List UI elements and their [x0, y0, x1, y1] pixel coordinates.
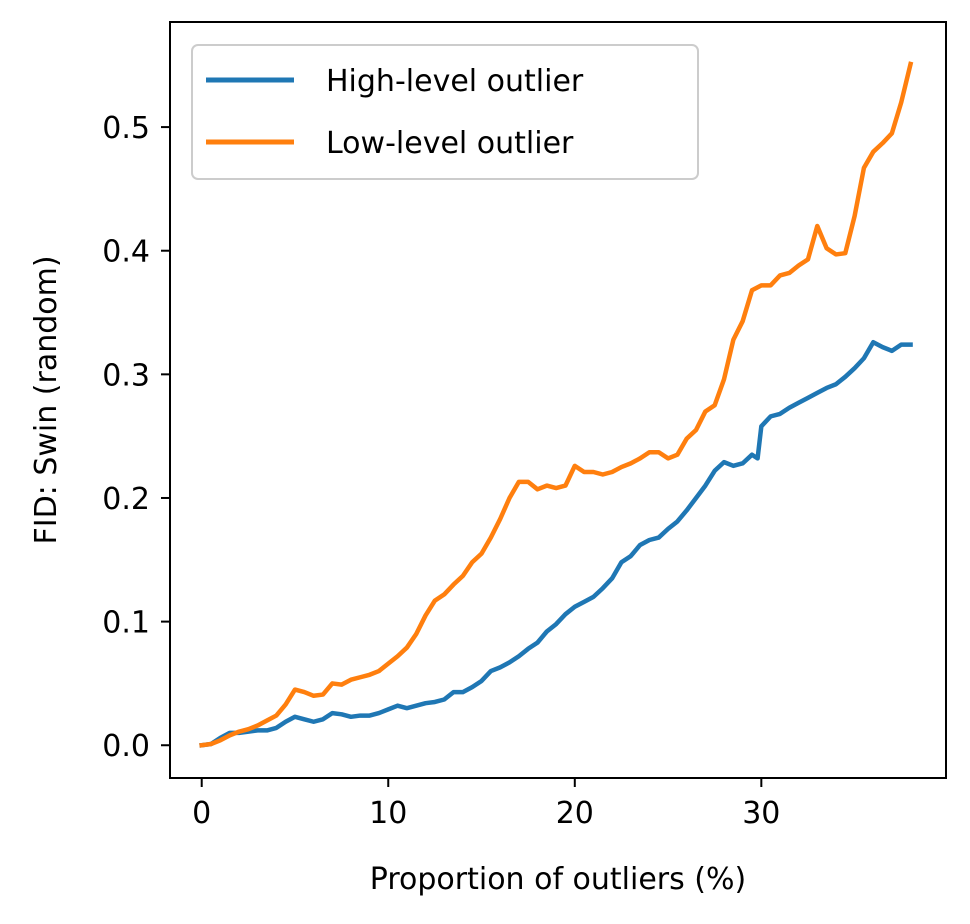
x-axis-label: Proportion of outliers (%): [370, 862, 746, 897]
y-axis: 0.0 0.1 0.2 0.3 0.4 0.5: [102, 111, 170, 764]
plot-area: [199, 61, 914, 748]
series-line-low-level: [199, 61, 914, 748]
y-axis-label: FID: Swin (random): [29, 255, 64, 544]
y-tick-label: 0.0: [102, 729, 150, 764]
legend: High-level outlier Low-level outlier: [191, 44, 699, 180]
legend-label: High-level outlier: [326, 64, 584, 99]
x-tick-label: 30: [742, 796, 780, 831]
y-tick-label: 0.2: [102, 482, 150, 517]
y-tick-label: 0.5: [102, 111, 150, 146]
x-tick-label: 0: [192, 796, 211, 831]
legend-label: Low-level outlier: [326, 126, 574, 161]
x-tick-label: 20: [556, 796, 594, 831]
y-tick-label: 0.1: [102, 606, 150, 641]
y-tick-label: 0.4: [102, 235, 150, 270]
x-axis: 0 10 20 30: [192, 778, 780, 831]
legend-box: [191, 44, 699, 180]
x-tick-label: 10: [369, 796, 407, 831]
y-tick-label: 0.3: [102, 358, 150, 393]
plot-frame: [169, 21, 947, 779]
series-line-high-level: [199, 339, 913, 748]
